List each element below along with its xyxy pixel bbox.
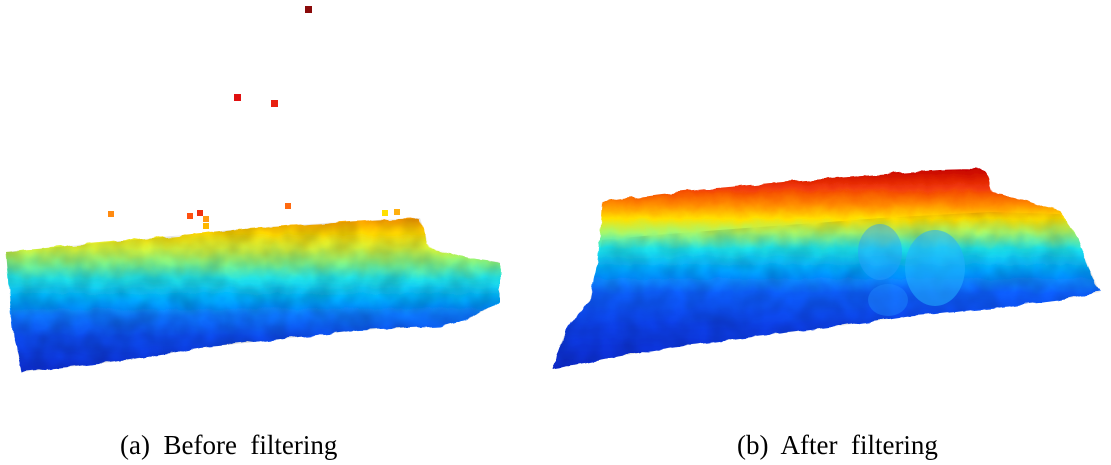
panel-a-outliers [108, 6, 400, 229]
outlier-point [305, 6, 312, 13]
outlier-point [187, 213, 193, 219]
panel-a-surface-texture [6, 218, 500, 372]
rock-highlight [858, 224, 902, 280]
outlier-point [108, 211, 114, 217]
panel-a-caption: (a) Before filtering [120, 430, 337, 460]
outlier-point [285, 203, 291, 209]
outlier-point [394, 209, 400, 215]
outlier-point [234, 94, 241, 101]
panel-b-surface-texture [552, 212, 1100, 369]
outlier-point [203, 223, 209, 229]
panel-b-point-cloud [552, 168, 1100, 369]
outlier-point [271, 100, 278, 107]
outlier-point [197, 210, 203, 216]
rock-highlight [905, 230, 965, 306]
panel-a-point-cloud [6, 6, 500, 372]
outlier-point [382, 210, 388, 216]
rock-highlight [868, 284, 908, 316]
panel-b-caption: (b) After filtering [737, 430, 938, 460]
outlier-point [203, 216, 209, 222]
